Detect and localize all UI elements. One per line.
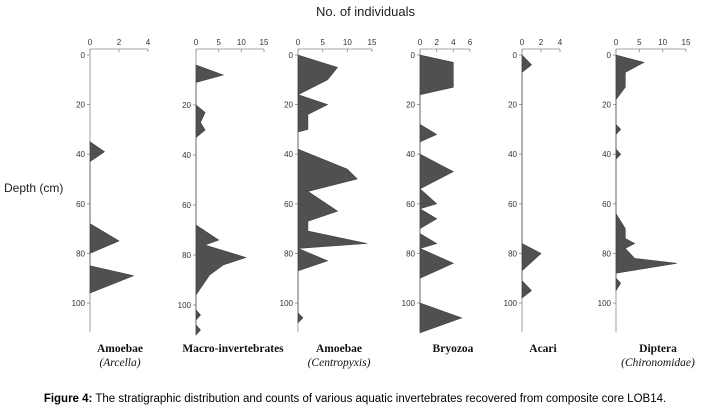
x-tick-label: 10 — [237, 38, 246, 47]
y-tick-label: 80 — [76, 249, 85, 258]
panel-name: Amoebae — [97, 343, 143, 355]
y-tick-label: 20 — [76, 101, 85, 110]
y-tick-label: 80 — [602, 249, 611, 258]
panel-subname: (Centropyxis) — [308, 357, 371, 369]
y-tick-label: 0 — [289, 51, 294, 60]
y-tick-label: 60 — [182, 201, 191, 210]
x-tick-label: 15 — [260, 38, 269, 47]
x-tick-label: 0 — [194, 38, 199, 47]
y-tick-label: 60 — [602, 200, 611, 209]
y-tick-label: 20 — [602, 101, 611, 110]
area-series-3 — [297, 54, 368, 324]
y-tick-label: 80 — [284, 249, 293, 258]
y-tick-label: 40 — [602, 150, 611, 159]
area-series-4 — [419, 54, 463, 334]
x-tick-label: 0 — [520, 38, 525, 47]
x-tick-label: 0 — [614, 38, 619, 47]
x-tick-label: 5 — [216, 38, 221, 47]
y-tick-label: 40 — [284, 150, 293, 159]
chart-title: No. of individuals — [316, 4, 415, 19]
x-tick-label: 5 — [637, 38, 642, 47]
y-tick-label: 20 — [182, 101, 191, 110]
y-tick-label: 80 — [406, 249, 415, 258]
x-tick-label: 2 — [117, 38, 122, 47]
y-tick-label: 100 — [504, 299, 518, 308]
y-tick-label: 0 — [81, 51, 86, 60]
y-tick-label: 100 — [598, 299, 612, 308]
panel-name: Acari — [529, 343, 557, 355]
x-tick-label: 10 — [343, 38, 352, 47]
y-tick-label: 40 — [508, 150, 517, 159]
area-series-6 — [615, 54, 677, 292]
panel-name: Amoebae — [316, 343, 362, 355]
figure-caption: Figure 4: The stratigraphic distribution… — [0, 393, 710, 405]
y-tick-label: 0 — [607, 51, 612, 60]
x-tick-label: 0 — [88, 38, 93, 47]
panel-name: Bryozoa — [433, 343, 474, 355]
area-series-5 — [521, 54, 542, 299]
x-tick-label: 4 — [451, 38, 456, 47]
x-tick-label: 10 — [658, 38, 667, 47]
y-tick-label: 60 — [508, 200, 517, 209]
y-tick-label: 60 — [284, 200, 293, 209]
panel-subname: (Arcella) — [99, 357, 140, 369]
x-tick-label: 2 — [434, 38, 439, 47]
y-tick-label: 100 — [178, 301, 192, 310]
y-axis-label: Depth (cm) — [4, 181, 64, 195]
x-tick-label: 6 — [468, 38, 473, 47]
panel-subname: (Chironomidae) — [621, 357, 695, 369]
x-tick-label: 0 — [296, 38, 301, 47]
y-tick-label: 100 — [280, 299, 294, 308]
y-tick-label: 20 — [284, 101, 293, 110]
y-tick-label: 80 — [508, 249, 517, 258]
x-tick-label: 5 — [320, 38, 325, 47]
y-tick-label: 40 — [406, 150, 415, 159]
x-tick-label: 15 — [368, 38, 377, 47]
y-tick-label: 60 — [76, 200, 85, 209]
x-tick-label: 2 — [539, 38, 544, 47]
y-tick-label: 80 — [182, 251, 191, 260]
caption-text: The stratigraphic distribution and count… — [92, 393, 667, 405]
area-series-2 — [195, 64, 247, 336]
x-tick-label: 0 — [418, 38, 423, 47]
x-tick-label: 4 — [146, 38, 151, 47]
panel-name: Macro-invertebrates — [182, 343, 284, 355]
y-tick-label: 20 — [508, 101, 517, 110]
y-tick-label: 20 — [406, 101, 415, 110]
caption-label: Figure 4: — [43, 393, 93, 405]
x-tick-label: 4 — [558, 38, 563, 47]
y-tick-label: 40 — [76, 150, 85, 159]
area-series-1 — [89, 141, 135, 294]
panel-name: Diptera — [639, 343, 677, 355]
y-tick-label: 100 — [402, 299, 416, 308]
y-tick-label: 100 — [72, 299, 86, 308]
y-tick-label: 0 — [513, 51, 518, 60]
y-tick-label: 0 — [411, 51, 416, 60]
y-tick-label: 40 — [182, 151, 191, 160]
y-tick-label: 60 — [406, 200, 415, 209]
x-tick-label: 15 — [682, 38, 691, 47]
